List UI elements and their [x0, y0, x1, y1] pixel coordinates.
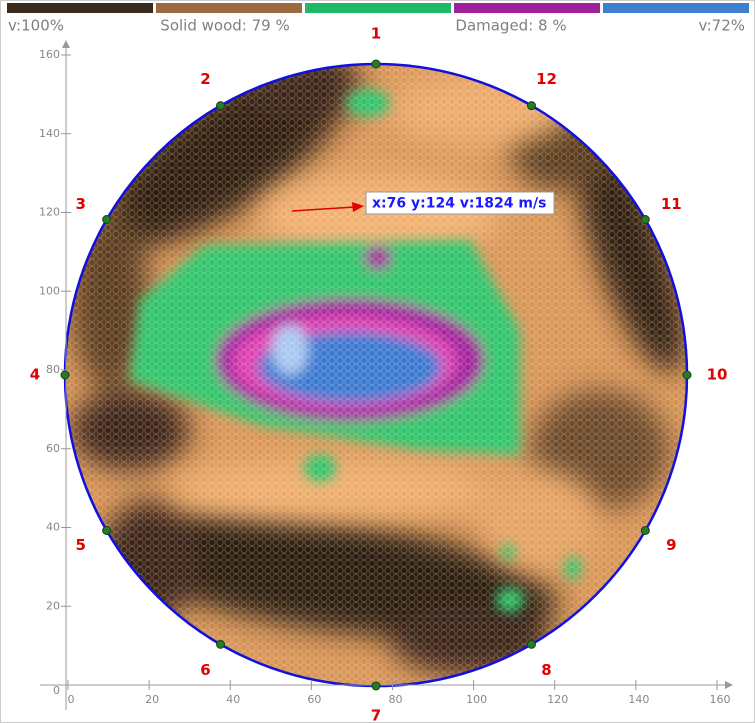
- x-tick-label: 80: [389, 693, 403, 706]
- sensor: [371, 681, 381, 691]
- sensor-label: 10: [707, 366, 728, 384]
- legend-label: Solid wood: 79 %: [160, 17, 289, 35]
- y-tick-label: 40: [46, 521, 60, 534]
- y-tick-label: 60: [46, 442, 60, 455]
- annotation-box: [365, 191, 555, 215]
- legend-swatch: [454, 3, 600, 13]
- y-tick-label: 160: [39, 48, 60, 61]
- legend-swatch: [305, 3, 451, 13]
- x-tick-label: 20: [145, 693, 159, 706]
- sensor-label: 8: [541, 661, 551, 679]
- y-tick-label: 0: [53, 684, 60, 697]
- sensor: [60, 370, 70, 380]
- sensor: [102, 215, 112, 224]
- sensor: [527, 101, 536, 111]
- legend-label: v:100%: [8, 17, 64, 35]
- annotation: x:76 y:124 v:1824 m/s: [372, 196, 546, 212]
- legend-swatch: [7, 3, 153, 13]
- sensor-label: 4: [30, 366, 40, 384]
- tomogram-field: [65, 64, 687, 686]
- sensor: [640, 215, 650, 224]
- sensor-label: 6: [200, 661, 210, 679]
- sensor-label: 2: [200, 70, 210, 88]
- sensor: [371, 59, 381, 69]
- legend: v:100% Solid wood: 79 % Damaged: 8 % v:72%: [7, 3, 749, 35]
- sensor-label: 5: [75, 536, 85, 554]
- sensor: [527, 639, 536, 649]
- sensor: [216, 639, 225, 649]
- annotation-arrowhead: [352, 202, 364, 212]
- x-tick-label: 140: [628, 693, 649, 706]
- x-tick-label: 120: [547, 693, 568, 706]
- sensor: [640, 526, 650, 535]
- sensor: [216, 101, 225, 111]
- sensor-label: 12: [536, 70, 557, 88]
- y-tick-label: 120: [39, 206, 60, 219]
- sensor: [102, 526, 112, 535]
- y-tick-label: 80: [46, 363, 60, 376]
- sensor-label: 9: [666, 536, 676, 554]
- legend-swatch: [156, 3, 302, 13]
- x-tick-label: 40: [226, 693, 240, 706]
- y-tick-label: 20: [46, 599, 60, 612]
- sensor-label: 7: [371, 707, 381, 723]
- axes: 0 20 40 60 80 100 120 140 160 0 20 40 60 80 100 120 140 1…: [39, 40, 733, 710]
- x-tick-label: 100: [466, 693, 487, 706]
- x-tick-label: 0: [68, 693, 75, 706]
- y-tick-label: 100: [39, 284, 60, 297]
- legend-swatch: [603, 3, 749, 13]
- y-arrow: [62, 40, 70, 48]
- sensor-label: 3: [75, 195, 85, 213]
- y-tick-label: 140: [39, 127, 60, 140]
- sensor-label: 1: [371, 25, 381, 43]
- x-arrow: [725, 681, 733, 689]
- x-tick-label: 60: [307, 693, 321, 706]
- legend-label: Damaged: 8 %: [455, 17, 566, 35]
- texture: [65, 64, 687, 686]
- annotation-arrow: [291, 206, 356, 212]
- legend-label: v:72%: [699, 17, 745, 35]
- sensor-label: 11: [661, 195, 682, 213]
- sensor: [682, 370, 692, 380]
- x-tick-label: 160: [710, 693, 731, 706]
